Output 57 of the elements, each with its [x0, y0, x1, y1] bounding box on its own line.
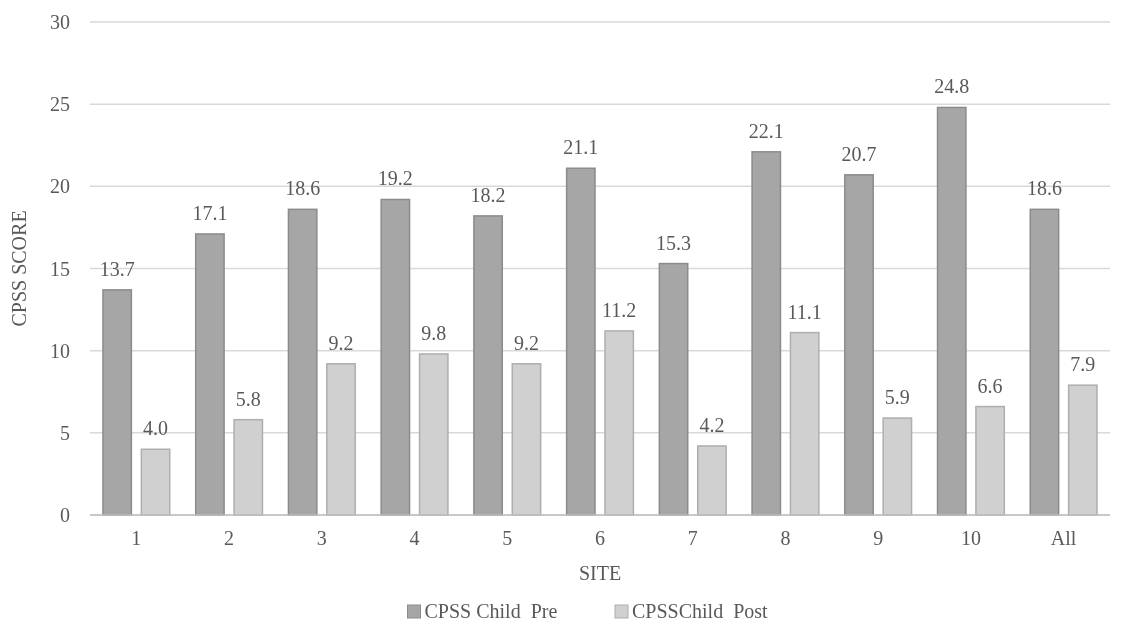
x-tick-label: 5: [502, 527, 513, 549]
bar: [696, 445, 727, 516]
y-axis-title: CPSS SCORE: [8, 210, 30, 327]
y-tick-label: 10: [50, 339, 70, 362]
bar: [936, 106, 967, 516]
bar: [380, 198, 411, 516]
data-label: 4.0: [143, 417, 169, 440]
x-tick-label: 2: [224, 527, 235, 549]
x-tick-label: 10: [960, 527, 981, 549]
bar: [194, 233, 225, 516]
x-axis-title: SITE: [578, 562, 622, 584]
bar: [565, 167, 596, 516]
y-tick-label: 0: [60, 504, 70, 526]
x-tick-label: 3: [316, 527, 327, 549]
data-label: 20.7: [841, 142, 877, 165]
x-tick-label: 1: [131, 527, 142, 549]
y-tick-label: 30: [50, 11, 70, 33]
data-label: 9.8: [421, 321, 447, 344]
data-label: 18.2: [470, 183, 506, 206]
y-tick-label: 5: [60, 421, 70, 444]
y-tick-label: 25: [50, 93, 70, 116]
bar: [140, 448, 171, 516]
data-label: 5.8: [235, 387, 261, 410]
bar: [658, 262, 689, 516]
data-label: 11.1: [787, 300, 822, 323]
data-label: 13.7: [99, 257, 135, 280]
data-label: 4.2: [699, 413, 725, 436]
data-label: 19.2: [377, 167, 413, 190]
data-label: 21.1: [563, 136, 599, 159]
x-tick-label: All: [1050, 527, 1077, 549]
data-label: 17.1: [192, 201, 228, 224]
data-label: 24.8: [934, 75, 970, 98]
data-label: 7.9: [1070, 353, 1096, 376]
bar: [1029, 208, 1060, 516]
data-label: 18.6: [285, 177, 321, 200]
data-label: 15.3: [656, 231, 692, 254]
data-label: 6.6: [977, 374, 1003, 397]
data-label: 18.6: [1026, 177, 1062, 200]
x-tick-label: 8: [780, 527, 791, 549]
x-tick-label: 7: [687, 527, 698, 549]
x-tick-label: 9: [873, 527, 884, 549]
legend-label: CPSSChild Post: [632, 600, 769, 622]
y-tick-label: 15: [50, 257, 70, 280]
data-label: 5.9: [884, 386, 910, 409]
bar: [844, 174, 874, 516]
bar: [287, 208, 318, 516]
legend-label: CPSS Child Pre: [424, 600, 558, 622]
y-tick-label: 20: [50, 175, 70, 198]
bar: [102, 289, 133, 516]
data-label: 9.2: [328, 331, 354, 354]
x-tick-label: 6: [595, 527, 605, 549]
bar: [473, 215, 504, 516]
data-label: 11.2: [602, 298, 637, 321]
data-label: 9.2: [513, 331, 539, 354]
bar: [751, 151, 782, 516]
x-tick-label: 4: [409, 527, 420, 549]
data-label: 22.1: [748, 119, 784, 142]
